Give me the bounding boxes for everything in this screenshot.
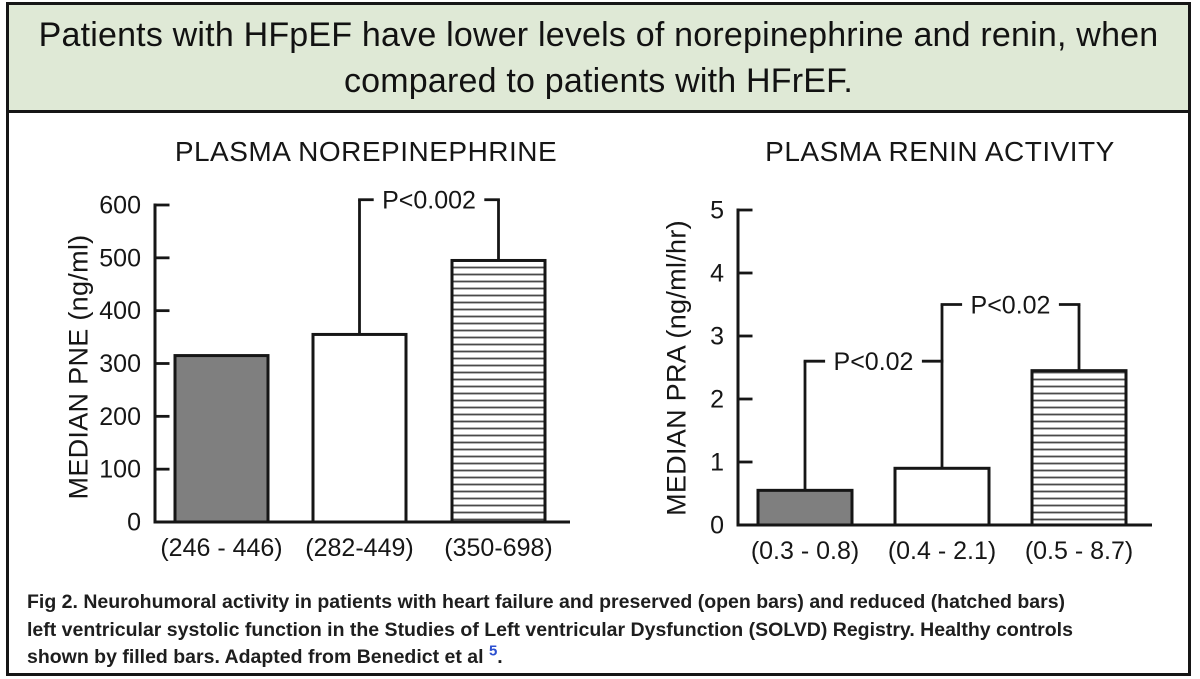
banner-text-line-2: compared to patients with HFrEF. [343,61,854,100]
caption-line-1: Fig 2. Neurohumoral activity in patients… [27,591,1066,613]
sig-label: P<0.02 [971,292,1051,320]
norepinephrine-plot: 0 100 200 300 400 500 600 (246 - 446) (282-449) (… [99,187,570,562]
bar-healthy-controls [756,488,854,527]
y-tick-label: 600 [99,192,141,220]
caption-line-2: left ventricular systolic function in th… [27,618,1073,641]
y-tick-label: 3 [710,323,724,351]
renin-plot: 0 1 2 3 4 5 (0.3 - 0.8) (0.4 - 2.1) (0.5 - 8.7) P… [710,197,1152,565]
range-label: (0.5 - 8.7) [1025,537,1133,565]
range-label: (350-698) [444,534,552,562]
chart-title-norepinephrine: PLASMA NOREPINEPHRINE [174,136,558,167]
y-tick-label: 5 [710,197,724,225]
range-label: (0.4 - 2.1) [888,537,996,565]
y-tick-label: 0 [710,512,724,540]
caption-line-3-text: shown by filled bars. Adapted from Bened… [27,646,489,668]
caption-reference-superscript: 5 [488,642,498,660]
bar-reduced-ef [1030,369,1128,527]
bar-healthy-controls [173,354,270,524]
y-tick-label: 0 [127,509,141,537]
y-tick-label: 500 [99,244,141,272]
sig-label: P<0.002 [382,187,476,215]
y-axis-label-pne: MEDIAN PNE (ng/ml) [63,234,94,500]
y-tick-label: 100 [99,456,141,484]
bar-reduced-ef [450,258,547,524]
sig-label: P<0.02 [834,348,914,376]
caption-line-3: shown by filled bars. Adapted from Bened… [27,644,1179,672]
y-tick-label: 2 [710,386,724,414]
chart-title-renin: PLASMA RENIN ACTIVITY [765,136,1115,167]
range-label: (246 - 446) [160,534,282,562]
y-tick-label: 200 [99,403,141,431]
y-tick-label: 4 [710,260,724,288]
y-axis-label-pra: MEDIAN PRA (ng/ml/hr) [661,220,692,516]
y-tick-label: 300 [99,350,141,378]
header-banner: Patients with HFpEF have lower levels of… [6,2,1191,113]
figure-caption: Fig 2. Neurohumoral activity in patients… [27,589,1179,672]
range-label: (0.3 - 0.8) [751,537,859,565]
y-tick-label: 400 [99,297,141,325]
bar-preserved-ef [893,466,991,527]
caption-period: . [497,646,503,668]
bar-preserved-ef [311,332,408,524]
banner-text-line-1: Patients with HFpEF have lower levels of… [38,15,1159,54]
y-tick-label: 1 [710,449,724,477]
range-label: (282-449) [305,534,413,562]
